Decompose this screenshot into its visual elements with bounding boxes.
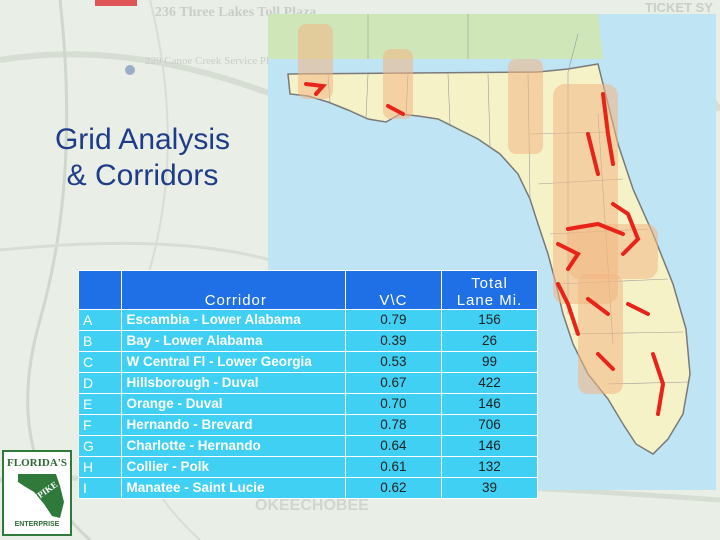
row-vc: 0.61 xyxy=(344,456,442,478)
row-vc: 0.53 xyxy=(344,351,442,373)
table-row: B Bay - Lower Alabama 0.39 26 xyxy=(77,330,539,352)
row-vc: 0.78 xyxy=(344,414,442,436)
row-lane-mi: 146 xyxy=(440,435,539,457)
logo-text-top: FLORIDA'S xyxy=(7,457,67,469)
row-lane-mi: 26 xyxy=(440,330,539,352)
row-id: F xyxy=(77,414,123,436)
row-corridor: Hernando - Brevard xyxy=(121,414,346,436)
row-vc: 0.62 xyxy=(344,477,442,499)
row-id: E xyxy=(77,393,123,415)
col-header-vc: V\C xyxy=(344,270,442,310)
row-corridor: W Central Fl - Lower Georgia xyxy=(121,351,346,373)
row-corridor: Charlotte - Hernando xyxy=(121,435,346,457)
col-header-corridor: Corridor xyxy=(121,270,346,310)
row-lane-mi: 39 xyxy=(440,477,539,499)
row-corridor: Collier - Polk xyxy=(121,456,346,478)
slide-title: Grid Analysis & Corridors xyxy=(20,122,265,194)
bg-label-ticket: TICKET SY xyxy=(645,0,713,15)
row-id: C xyxy=(77,351,123,373)
florida-shape-icon xyxy=(18,474,64,518)
row-lane-mi: 156 xyxy=(440,309,539,331)
row-id: H xyxy=(77,456,123,478)
row-corridor: Orange - Duval xyxy=(121,393,346,415)
row-id: A xyxy=(77,309,123,331)
row-vc: 0.64 xyxy=(344,435,442,457)
row-corridor: Bay - Lower Alabama xyxy=(121,330,346,352)
row-corridor: Escambia - Lower Alabama xyxy=(121,309,346,331)
slide-title-line1: Grid Analysis xyxy=(54,123,231,156)
corridor-table: Corridor V\C Total Lane Mi. A Escambia -… xyxy=(77,270,539,499)
row-lane-mi: 706 xyxy=(440,414,539,436)
row-lane-mi: 132 xyxy=(440,456,539,478)
col-header-lane-mi-line2: Lane Mi. xyxy=(456,292,523,309)
table-header-row: Corridor V\C Total Lane Mi. xyxy=(77,270,539,310)
row-id: G xyxy=(77,435,123,457)
logo-text-bottom: ENTERPRISE xyxy=(14,521,60,528)
row-vc: 0.67 xyxy=(344,372,442,394)
table-row: D Hillsborough - Duval 0.67 422 xyxy=(77,372,539,394)
bg-label-canoe-creek: 229 Canoe Creek Service Plaza xyxy=(145,55,284,67)
row-id: I xyxy=(77,477,123,499)
col-header-id xyxy=(77,270,123,310)
col-header-lane-mi: Total Lane Mi. xyxy=(440,270,539,310)
row-corridor: Manatee - Saint Lucie xyxy=(121,477,346,499)
row-vc: 0.79 xyxy=(344,309,442,331)
row-corridor: Hillsborough - Duval xyxy=(121,372,346,394)
row-lane-mi: 146 xyxy=(440,393,539,415)
table-row: E Orange - Duval 0.70 146 xyxy=(77,393,539,415)
bg-label-okeechobee: OKEECHOBEE xyxy=(255,497,369,514)
row-lane-mi: 99 xyxy=(440,351,539,373)
table-row: I Manatee - Saint Lucie 0.62 39 xyxy=(77,477,539,499)
slide-title-line2: & Corridors xyxy=(66,159,219,192)
table-row: C W Central Fl - Lower Georgia 0.53 99 xyxy=(77,351,539,373)
row-id: B xyxy=(77,330,123,352)
row-vc: 0.39 xyxy=(344,330,442,352)
row-id: D xyxy=(77,372,123,394)
table-row: H Collier - Polk 0.61 132 xyxy=(77,456,539,478)
table-row: A Escambia - Lower Alabama 0.79 156 xyxy=(77,309,539,331)
row-vc: 0.70 xyxy=(344,393,442,415)
table-row: G Charlotte - Hernando 0.64 146 xyxy=(77,435,539,457)
col-header-lane-mi-line1: Total xyxy=(471,275,508,292)
row-lane-mi: 422 xyxy=(440,372,539,394)
table-row: F Hernando - Brevard 0.78 706 xyxy=(77,414,539,436)
florida-turnpike-logo: FLORIDA'S TURNPIKE ENTERPRISE xyxy=(2,450,72,536)
